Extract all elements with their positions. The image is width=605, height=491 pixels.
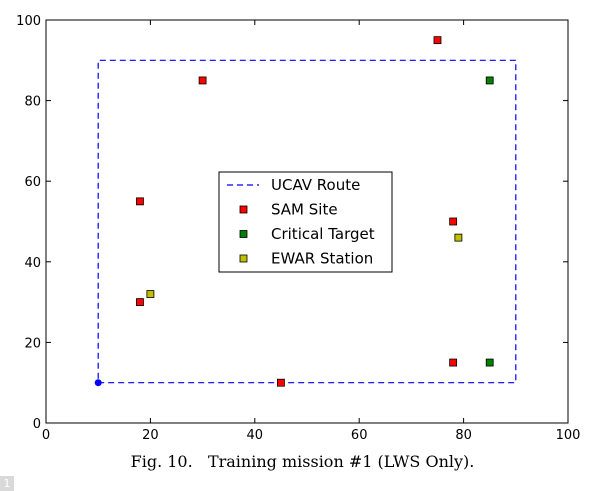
- sam-site-marker-6: [276, 378, 285, 387]
- legend-label-ucav-route: UCAV Route: [271, 176, 360, 194]
- ewar-station-marker-0: [454, 233, 463, 242]
- ewar-station-marker-1: [146, 290, 155, 298]
- sam-site-marker-2: [136, 197, 144, 206]
- sam-site-marker-4: [136, 298, 144, 307]
- legend-swatch-sam-site: [239, 205, 248, 214]
- sam-site-marker-5: [449, 358, 458, 367]
- legend-swatch-critical-target: [239, 230, 248, 238]
- x-tick-label-2: 40: [247, 428, 264, 443]
- y-tick-label-3: 60: [24, 175, 41, 190]
- start-point: [94, 379, 102, 387]
- critical-target-marker-1: [485, 358, 494, 367]
- sam-site-marker-0: [433, 36, 442, 45]
- y-tick-label-4: 80: [24, 95, 41, 110]
- y-tick-label-5: 100: [16, 14, 41, 29]
- legend-label-ewar-station: EWAR Station: [271, 250, 373, 268]
- legend-box: [218, 171, 393, 273]
- legend-label-critical-target: Critical Target: [271, 225, 375, 243]
- route-layer: [97, 59, 517, 384]
- page-number: 1: [0, 476, 14, 491]
- legend: UCAV Route SAM Site Critical Target EWAR St…: [218, 171, 393, 273]
- x-tick-label-0: 0: [42, 428, 50, 443]
- x-tick-label-5: 100: [556, 428, 581, 443]
- marker-layer: [94, 36, 494, 387]
- legend-swatch-ewar-station: [239, 254, 248, 263]
- sam-site-marker-1: [198, 76, 207, 85]
- legend-label-sam-site: SAM Site: [271, 201, 338, 219]
- route-line: [97, 59, 517, 384]
- x-tick-label-4: 80: [455, 428, 472, 443]
- figure-caption: Fig. 10. Training mission #1 (LWS Only).: [130, 452, 475, 471]
- scatter-chart: 0 20 40 60 80 100 0 20 40 60 80 100 UCAV Route SAM S…: [16, 14, 580, 443]
- y-tick-label-0: 0: [33, 417, 41, 432]
- x-tick-label-1: 20: [142, 428, 159, 443]
- critical-target-marker-0: [485, 76, 494, 85]
- axes-layer: 0 20 40 60 80 100 0 20 40 60 80 100: [16, 14, 580, 443]
- x-tick-label-3: 60: [351, 428, 368, 443]
- sam-site-marker-3: [449, 217, 458, 226]
- y-tick-label-2: 40: [24, 256, 41, 271]
- plot-frame: [45, 19, 569, 424]
- y-tick-label-1: 20: [24, 336, 41, 351]
